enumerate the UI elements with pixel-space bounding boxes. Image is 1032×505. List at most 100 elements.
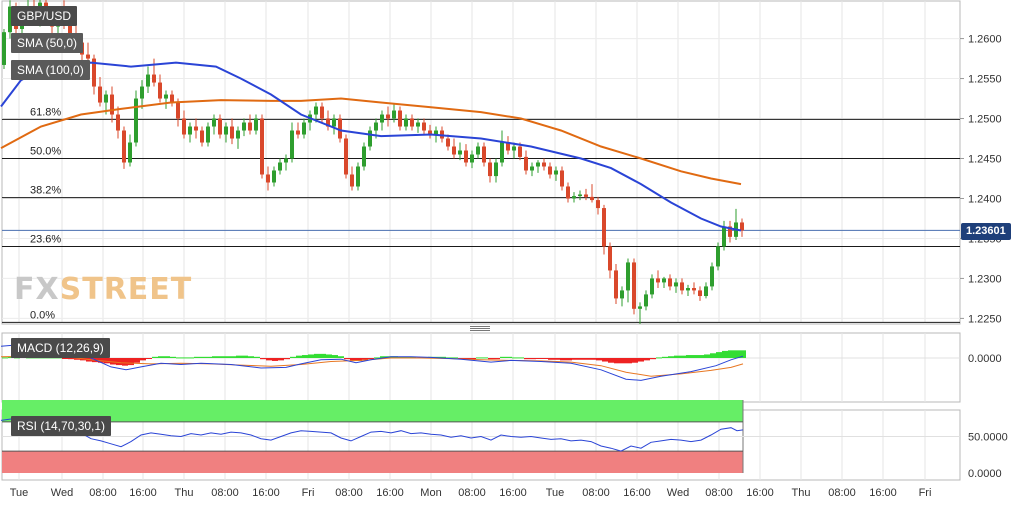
macd-histogram-bar-positive bbox=[230, 356, 236, 358]
bullish-candle bbox=[140, 86, 144, 99]
bearish-candle bbox=[98, 86, 102, 103]
bearish-candle bbox=[446, 138, 450, 147]
macd-histogram-bar-negative bbox=[278, 358, 284, 361]
bullish-candle bbox=[302, 122, 306, 135]
bullish-candle bbox=[500, 142, 504, 163]
macd-histogram-bar-positive bbox=[218, 356, 224, 358]
bullish-candle bbox=[554, 170, 558, 175]
macd-histogram-bar-positive bbox=[224, 356, 230, 358]
macd-histogram-bar-positive bbox=[710, 353, 716, 358]
watermark-fx: FX bbox=[14, 272, 60, 307]
macd-histogram-bar-negative bbox=[134, 358, 140, 363]
sma50-legend[interactable]: SMA (50,0) bbox=[11, 33, 84, 53]
sma100-line bbox=[0, 97, 742, 186]
bullish-candle bbox=[2, 32, 6, 65]
x-tick-label: Thu bbox=[792, 487, 811, 499]
price-y-tick-label: 1.2250 bbox=[968, 313, 1002, 325]
fib-level-label: 50.0% bbox=[30, 146, 61, 158]
macd-histogram-bar-positive bbox=[332, 355, 338, 358]
macd-histogram-bar-negative bbox=[116, 358, 122, 366]
current-price-tag: 1.23601 bbox=[961, 223, 1011, 240]
macd-histogram-bar-positive bbox=[242, 355, 248, 358]
macd-histogram-bar-negative bbox=[494, 358, 500, 360]
symbol-badge[interactable]: GBP/USD bbox=[11, 6, 78, 26]
bearish-candle bbox=[518, 146, 522, 157]
macd-histogram-bar-positive bbox=[698, 355, 704, 358]
bearish-candle bbox=[656, 278, 660, 283]
macd-histogram-bar-negative bbox=[596, 358, 602, 361]
macd-histogram-bar-positive bbox=[656, 357, 662, 359]
macd-histogram-bar-negative bbox=[560, 358, 566, 361]
bullish-candle bbox=[278, 162, 282, 171]
bearish-candle bbox=[596, 200, 600, 209]
macd-histogram-bar-positive bbox=[296, 355, 302, 358]
bullish-candle bbox=[416, 122, 420, 127]
bullish-candle bbox=[368, 130, 372, 147]
bullish-candle bbox=[572, 196, 576, 199]
macd-pane-frame bbox=[1, 332, 961, 403]
price-y-tick-label: 1.2450 bbox=[968, 154, 1002, 166]
bullish-candle bbox=[650, 278, 654, 295]
macd-histogram-bar-negative bbox=[488, 358, 494, 360]
x-tick-label: Tue bbox=[10, 487, 29, 499]
x-tick-label: 16:00 bbox=[376, 487, 404, 499]
macd-histogram-bar-positive bbox=[200, 356, 206, 358]
bearish-candle bbox=[386, 114, 390, 119]
bullish-candle bbox=[638, 306, 642, 309]
macd-histogram-bar-positive bbox=[308, 354, 314, 358]
bearish-candle bbox=[698, 290, 702, 297]
macd-histogram-bar-negative bbox=[368, 358, 374, 359]
macd-histogram-bar-positive bbox=[500, 356, 506, 358]
macd-signal-line bbox=[0, 355, 744, 377]
bearish-candle bbox=[542, 162, 546, 167]
macd-histogram-bar-positive bbox=[740, 350, 746, 358]
x-tick-label: Tue bbox=[546, 487, 565, 499]
macd-histogram-bar-positive bbox=[158, 356, 164, 358]
bearish-candle bbox=[614, 270, 618, 299]
macd-histogram-bar-positive bbox=[446, 357, 452, 359]
bearish-candle bbox=[692, 288, 696, 291]
bullish-candle bbox=[104, 94, 108, 103]
macd-histogram-bar-positive bbox=[704, 354, 710, 358]
macd-histogram-bar-positive bbox=[194, 356, 200, 358]
macd-histogram-bar-positive bbox=[686, 355, 692, 358]
bearish-candle bbox=[680, 282, 684, 291]
macd-histogram-bar-positive bbox=[182, 357, 188, 359]
x-tick-label: 08:00 bbox=[582, 487, 610, 499]
bearish-candle bbox=[86, 54, 90, 59]
macd-histogram-bar-positive bbox=[338, 356, 344, 358]
macd-line bbox=[0, 344, 744, 381]
bullish-candle bbox=[224, 126, 228, 135]
bullish-candle bbox=[620, 290, 624, 299]
rsi-y-tick-label: 0.0000 bbox=[968, 468, 1002, 480]
macd-histogram-bar-negative bbox=[356, 358, 362, 361]
bullish-candle bbox=[674, 282, 678, 287]
bullish-candle bbox=[362, 146, 366, 167]
bullish-candle bbox=[134, 98, 138, 143]
bearish-candle bbox=[428, 130, 432, 135]
bullish-candle bbox=[404, 118, 408, 127]
bullish-candle bbox=[290, 130, 294, 159]
macd-legend[interactable]: MACD (12,26,9) bbox=[11, 338, 110, 358]
bearish-candle bbox=[464, 150, 468, 163]
macd-histogram-bar-positive bbox=[326, 354, 332, 358]
rsi-legend[interactable]: RSI (14,70,30,1) bbox=[11, 416, 112, 436]
macd-histogram-bar-negative bbox=[122, 358, 128, 366]
macd-histogram-bar-negative bbox=[572, 358, 578, 360]
bullish-candle bbox=[314, 106, 318, 115]
macd-histogram-bar-negative bbox=[584, 358, 590, 360]
macd-histogram-bar-negative bbox=[140, 358, 146, 361]
sma100-legend[interactable]: SMA (100,0) bbox=[11, 60, 90, 80]
macd-histogram-bar-negative bbox=[74, 358, 80, 360]
x-tick-label: Fri bbox=[919, 487, 932, 499]
bearish-candle bbox=[668, 278, 672, 287]
bearish-candle bbox=[584, 194, 588, 197]
macd-histogram-bar-negative bbox=[464, 358, 470, 359]
macd-histogram-bar-positive bbox=[482, 357, 488, 359]
bearish-candle bbox=[266, 174, 270, 183]
x-tick-label: 08:00 bbox=[89, 487, 117, 499]
bullish-candle bbox=[128, 142, 132, 163]
bearish-candle bbox=[152, 74, 156, 83]
macd-histogram-bar-positive bbox=[662, 356, 668, 358]
macd-histogram-bar-negative bbox=[554, 358, 560, 360]
